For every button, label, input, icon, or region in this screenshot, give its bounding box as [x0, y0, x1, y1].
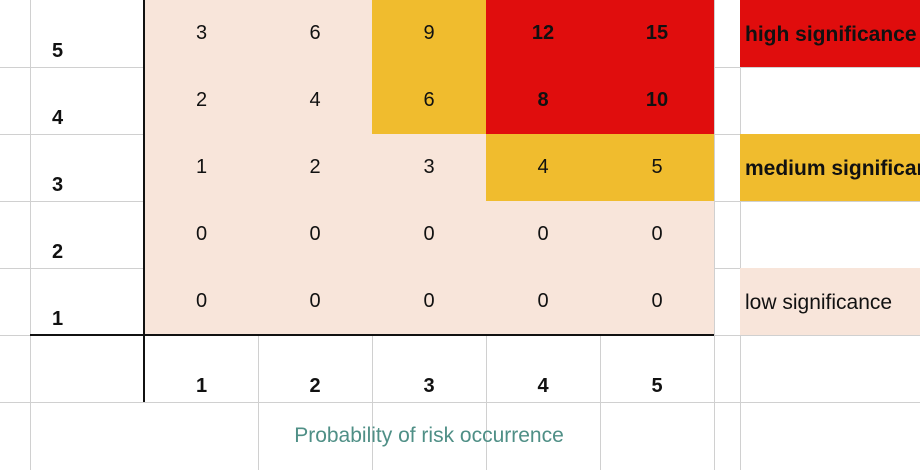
matrix-cell [145, 268, 258, 335]
matrix-cell [486, 268, 600, 335]
x-axis-label: Probability of risk occurrence [294, 424, 564, 447]
matrix-cell [600, 67, 714, 134]
matrix-cell [486, 0, 600, 67]
matrix-cell [258, 134, 372, 201]
cell-value: 0 [537, 223, 549, 245]
matrix-cell [486, 134, 600, 201]
cell-value: 10 [645, 89, 669, 111]
cell-value: 0 [423, 223, 435, 245]
cell-value: 0 [195, 223, 208, 245]
matrix-cell [372, 134, 486, 201]
impact-label: 4 [51, 107, 64, 129]
y-axis-line [143, 0, 145, 402]
matrix-cell [258, 0, 372, 67]
cell-value: 0 [651, 290, 663, 312]
matrix-cell [145, 201, 258, 268]
matrix-cell [145, 67, 258, 134]
probability-label: 3 [423, 375, 435, 397]
cell-value: 5 [651, 156, 663, 178]
cell-value: 0 [423, 290, 435, 312]
cell-value: 15 [645, 22, 669, 44]
cell-value: 0 [309, 223, 321, 245]
gridline-v [740, 0, 741, 470]
gridline-h [0, 402, 920, 403]
matrix-cell [145, 0, 258, 67]
probability-label: 2 [309, 375, 321, 397]
matrix-cell [600, 0, 714, 67]
cell-value: 3 [195, 22, 208, 44]
matrix-cell [372, 201, 486, 268]
cell-value: 4 [537, 156, 549, 178]
legend-high-swatch [740, 0, 920, 67]
matrix-cell [258, 268, 372, 335]
cell-value: 2 [195, 89, 208, 111]
impact-label: 5 [51, 40, 64, 62]
cell-value: 6 [423, 89, 435, 111]
probability-label: 4 [537, 375, 549, 397]
impact-label: 3 [51, 174, 64, 196]
x-axis-line [30, 334, 714, 336]
cell-value: 0 [651, 223, 663, 245]
matrix-cell [372, 0, 486, 67]
legend-low-swatch [740, 268, 920, 335]
matrix-cell [600, 201, 714, 268]
cell-value: 0 [309, 290, 321, 312]
legend-medium-label: medium significance [745, 157, 920, 180]
legend-medium-swatch [740, 134, 920, 201]
cell-value: 2 [309, 156, 321, 178]
matrix-cell [145, 134, 258, 201]
matrix-cell [258, 201, 372, 268]
impact-label: 1 [51, 308, 64, 330]
cell-value: 8 [537, 89, 549, 111]
cell-value: 6 [309, 22, 321, 44]
cell-value: 3 [423, 156, 435, 178]
gridline-v [714, 0, 715, 470]
cell-value: 1 [195, 156, 208, 178]
matrix-cell [372, 67, 486, 134]
matrix-cell [600, 268, 714, 335]
impact-label: 2 [51, 241, 64, 263]
legend-low-label: low significance [745, 291, 893, 314]
legend-high-label: high significance [745, 23, 917, 46]
matrix-cell [258, 67, 372, 134]
matrix-cell [486, 201, 600, 268]
cell-value: 4 [309, 89, 321, 111]
matrix-cell [600, 134, 714, 201]
probability-label: 1 [195, 375, 208, 397]
matrix-cell [486, 67, 600, 134]
matrix-cell [372, 268, 486, 335]
cell-value: 12 [531, 22, 555, 44]
cell-value: 0 [195, 290, 208, 312]
cell-value: 9 [423, 22, 435, 44]
probability-label: 5 [651, 375, 663, 397]
gridline-v [30, 0, 31, 470]
cell-value: 0 [537, 290, 549, 312]
